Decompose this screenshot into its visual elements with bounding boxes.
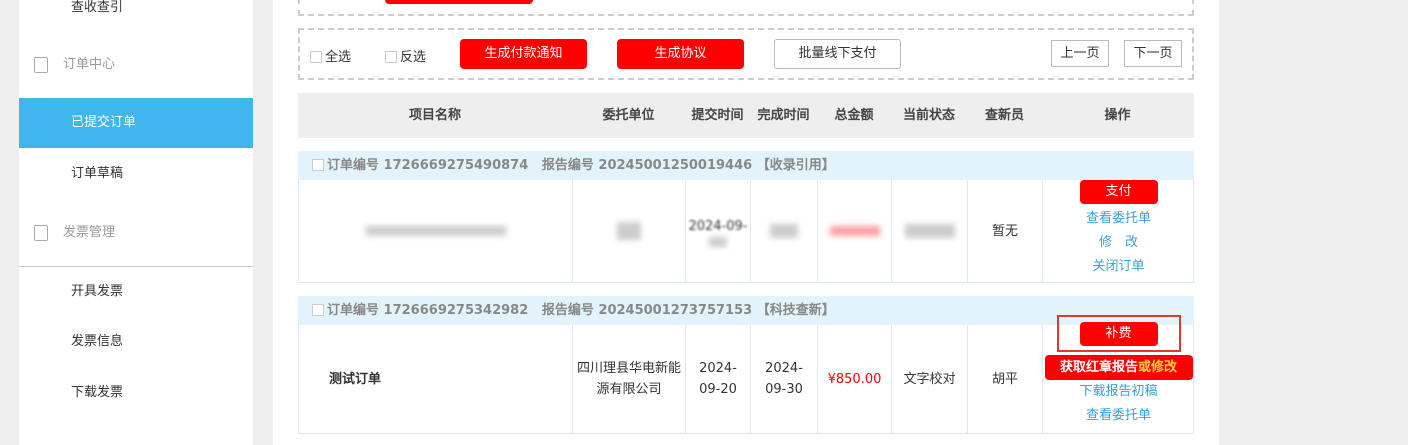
header-submit-time: 提交时间 <box>691 108 744 123</box>
highlight-box: 补费 <box>1056 315 1181 352</box>
order-header: 订单编号 1726669275490874 报告编号 2024500125001… <box>298 151 1194 180</box>
cell-status <box>892 180 968 282</box>
cell-reviewer: 胡平 <box>968 325 1043 433</box>
cell-reviewer: 暂无 <box>968 180 1043 282</box>
download-draft-link[interactable]: 下载报告初稿 <box>1079 384 1158 399</box>
cell-amount <box>818 180 892 282</box>
toolbar <box>298 28 1194 80</box>
cell-submit-time: 2024-09- <box>686 180 751 282</box>
clipboard-icon <box>34 57 48 73</box>
header-complete-time: 完成时间 <box>757 108 810 123</box>
sidebar-item-invoice-info[interactable]: 发票信息 <box>71 334 124 349</box>
cell-project-name: 测试订单 <box>299 325 573 433</box>
pay-button[interactable]: 支付 <box>1079 180 1158 204</box>
edit-link[interactable]: 修 改 <box>1098 235 1138 250</box>
get-stamped-report-button[interactable]: 获取红章报告或修改 <box>1044 355 1193 380</box>
table-header <box>298 93 1194 138</box>
cell-complete-time: 2024-09-30 <box>751 325 818 433</box>
order-header: 订单编号 1726669275342982 报告编号 2024500127375… <box>298 296 1194 325</box>
filter-box <box>298 0 1194 16</box>
sidebar-item-drafts[interactable]: 订单草稿 <box>71 166 124 181</box>
clipboard-icon <box>34 225 48 241</box>
header-reviewer: 查新员 <box>984 108 1024 123</box>
header-project-name: 项目名称 <box>408 108 461 123</box>
view-commission-link[interactable]: 查看委托单 <box>1085 408 1151 423</box>
sidebar-item-citation[interactable]: 查收查引 <box>71 0 124 15</box>
sidebar-group-orders[interactable]: 订单中心 <box>19 40 253 90</box>
table-row: 测试订单 四川理县华电新能源有限公司 2024-09-20 2024-09-30… <box>298 315 1194 434</box>
sidebar: 查收查引 订单中心 已提交订单 订单草稿 发票管理 开具发票 发票信息 下载发票 <box>19 0 253 445</box>
order-checkbox[interactable] <box>312 159 324 171</box>
group-label: 订单中心 <box>63 57 116 72</box>
cell-project-name <box>299 180 573 282</box>
header-actions: 操作 <box>1104 108 1131 123</box>
generate-payment-notice-button[interactable]: 生成付款通知 <box>460 39 587 69</box>
divider <box>19 266 253 267</box>
cell-status: 文字校对 <box>892 325 968 433</box>
select-all-checkbox[interactable]: 全选 <box>310 46 351 65</box>
table-row: 2024-09- 暂无 支付 查看委托单 修 改 关闭订单 <box>298 180 1194 283</box>
generate-agreement-button[interactable]: 生成协议 <box>617 39 744 69</box>
supplement-fee-button[interactable]: 补费 <box>1079 321 1158 346</box>
cell-amount: ¥850.00 <box>818 325 892 433</box>
search-button[interactable] <box>385 0 533 4</box>
cell-complete-time <box>751 180 818 282</box>
cell-client <box>573 180 686 282</box>
cell-actions: 补费 获取红章报告或修改 下载报告初稿 查看委托单 <box>1043 315 1194 433</box>
cell-client: 四川理县华电新能源有限公司 <box>573 325 686 433</box>
close-order-link[interactable]: 关闭订单 <box>1092 259 1145 274</box>
sidebar-item-download-invoice[interactable]: 下载发票 <box>71 385 124 400</box>
view-commission-link[interactable]: 查看委托单 <box>1085 211 1151 226</box>
invert-selection-checkbox[interactable]: 反选 <box>385 46 426 65</box>
prev-page-button[interactable]: 上一页 <box>1051 40 1109 67</box>
batch-offline-pay-button[interactable]: 批量线下支付 <box>774 39 901 69</box>
group-label: 发票管理 <box>63 225 116 240</box>
header-amount: 总金额 <box>834 108 874 123</box>
next-page-button[interactable]: 下一页 <box>1124 40 1182 67</box>
cell-submit-time: 2024-09-20 <box>686 325 751 433</box>
header-status: 当前状态 <box>902 108 955 123</box>
order-checkbox[interactable] <box>312 304 324 316</box>
sidebar-group-invoices[interactable]: 发票管理 <box>19 208 253 258</box>
sidebar-item-issue-invoice[interactable]: 开具发票 <box>71 284 124 299</box>
cell-actions: 支付 查看委托单 修 改 关闭订单 <box>1043 180 1194 282</box>
header-client: 委托单位 <box>602 108 655 123</box>
sidebar-item-submitted-orders[interactable]: 已提交订单 <box>19 98 253 148</box>
